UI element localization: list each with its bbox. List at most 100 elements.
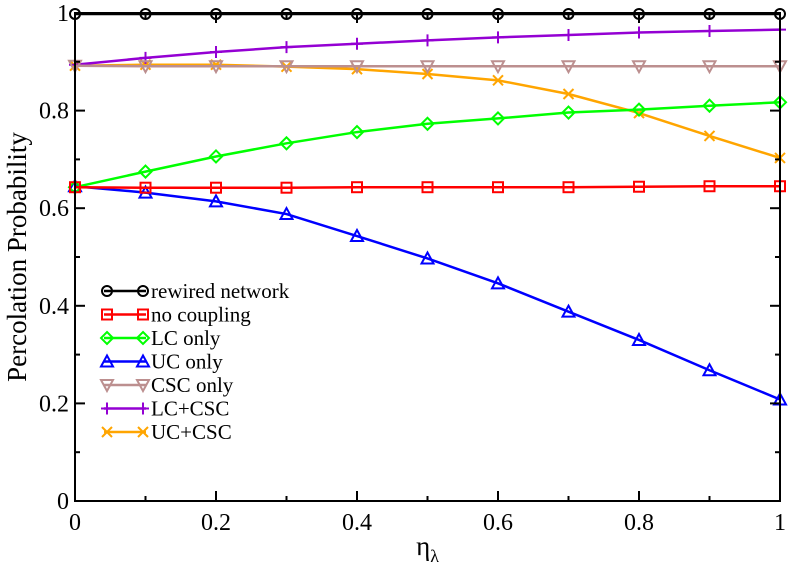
legend-entry: LC only (99, 326, 221, 350)
data-point (631, 102, 647, 118)
legend-label: CSC only (151, 373, 234, 397)
data-point (280, 41, 293, 54)
data-point (279, 135, 294, 151)
legend-entry: LC+CSC (101, 397, 229, 421)
x-axis-label-main: η (416, 531, 430, 561)
series-line (74, 184, 781, 401)
series-line (74, 63, 781, 160)
legend-marker (101, 308, 113, 321)
data-point (561, 105, 576, 120)
data-point (137, 60, 154, 75)
data-point (278, 60, 295, 75)
data-point (210, 46, 222, 59)
data-point (419, 60, 436, 75)
data-point (349, 124, 365, 140)
legend-label: rewired network (151, 279, 290, 303)
data-point (420, 116, 435, 132)
data-point (492, 181, 504, 194)
legend-label: no coupling (151, 303, 251, 327)
data-point (703, 130, 716, 142)
y-tick-label: 0.6 (39, 196, 69, 222)
x-axis-label-subscript: λ (430, 546, 439, 566)
data-point (701, 362, 718, 377)
legend-entry: UC+CSC (101, 420, 232, 444)
data-point (490, 275, 506, 290)
data-point (702, 98, 717, 114)
data-point (562, 28, 575, 41)
legend-marker (135, 353, 151, 368)
series-line (74, 184, 780, 189)
legend-marker (137, 308, 149, 321)
data-point (490, 110, 506, 126)
data-point (631, 331, 647, 346)
data-point (703, 25, 716, 38)
legend-marker (101, 402, 113, 415)
legend-entry: UC only (99, 350, 223, 374)
legend-marker (99, 330, 115, 346)
data-point (208, 149, 224, 164)
data-point (633, 180, 645, 193)
data-point (278, 205, 295, 221)
data-point (701, 60, 718, 75)
ticks-layer: 0 0.2 0.4 0.6 0.8 1 0 0.2 0.4 0.6 0.8 1 (39, 1, 786, 536)
legend-marker (99, 353, 115, 368)
data-point (138, 164, 153, 180)
x-tick-label: 0.4 (342, 510, 372, 536)
x-tick-label: 0.6 (483, 510, 513, 536)
series-lc-only (67, 94, 788, 195)
legend-marker (101, 426, 113, 438)
legend-marker (99, 379, 115, 394)
x-axis-label: ηλ (416, 531, 439, 566)
data-point (349, 227, 365, 243)
series-no-coupling (69, 180, 786, 194)
legend-marker (137, 402, 149, 415)
legend-label: UC+CSC (151, 420, 232, 444)
data-point (210, 181, 222, 194)
legend-marker (135, 330, 151, 346)
y-tick-label: 0.2 (39, 391, 69, 417)
data-point (280, 181, 293, 194)
data-point (562, 88, 575, 100)
data-point (419, 250, 436, 265)
x-tick-label: 0.2 (201, 510, 231, 536)
data-point (492, 31, 504, 44)
y-axis-label: Percolation Probability (2, 132, 32, 382)
series-csc-only (67, 59, 788, 75)
x-tick-label: 1 (774, 510, 786, 536)
y-tick-label: 0.8 (39, 99, 69, 125)
data-point (421, 181, 434, 194)
legend-label: UC only (151, 350, 223, 374)
legend-entry: CSC only (99, 373, 234, 397)
data-point (490, 60, 506, 75)
legend-marker (137, 285, 149, 297)
legend-entry: no coupling (101, 303, 251, 327)
data-point (492, 74, 504, 87)
data-point (631, 60, 647, 75)
legend-marker (135, 379, 151, 394)
data-point (633, 26, 645, 39)
data-point (139, 181, 152, 194)
series-line (74, 101, 781, 189)
x-tick-label: 0.8 (624, 510, 654, 536)
legend-entry: rewired network (101, 279, 290, 303)
data-point (349, 60, 365, 75)
series-uc-csc (69, 59, 786, 164)
legend-label: LC only (151, 326, 221, 350)
y-tick-label: 1 (57, 1, 69, 27)
data-point (208, 193, 224, 208)
data-point (560, 303, 577, 318)
x-tick-label: 0 (69, 510, 81, 536)
data-point (560, 60, 577, 75)
legend-marker (101, 285, 113, 297)
data-point (351, 181, 363, 194)
data-point (208, 60, 224, 75)
legend-marker (137, 426, 149, 438)
data-point (351, 37, 363, 50)
legend-label: LC+CSC (151, 397, 229, 421)
y-tick-label: 0 (57, 489, 69, 515)
data-point (703, 180, 716, 193)
data-point (562, 181, 575, 194)
data-point (421, 34, 434, 47)
